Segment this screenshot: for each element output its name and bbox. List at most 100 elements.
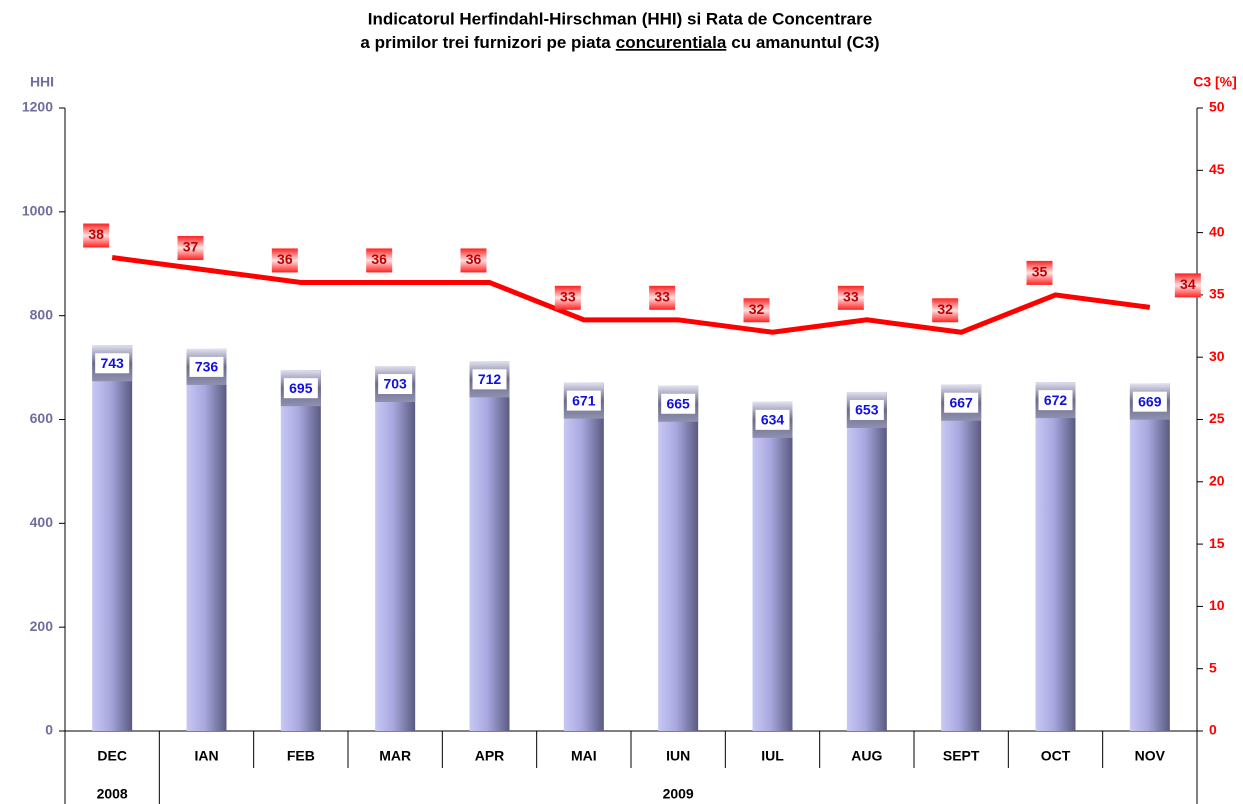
line-label: 38 (88, 226, 104, 242)
line-label-box (1174, 273, 1201, 298)
y2-tick-label: 15 (1209, 535, 1225, 551)
line-label: 36 (466, 251, 482, 267)
value-label: 665 (666, 395, 690, 411)
line-label: 32 (937, 301, 953, 317)
y2-tick-label: 40 (1209, 223, 1225, 239)
y-tick-label: 200 (30, 618, 54, 634)
value-label-box (283, 378, 318, 399)
x-tick-label: APR (475, 748, 505, 764)
bar (846, 391, 887, 731)
y2-tick-label: 35 (1209, 286, 1225, 302)
bar (469, 361, 510, 731)
y-tick-label: 0 (45, 722, 53, 738)
line-label-box (743, 298, 770, 323)
y2-tick-label: 5 (1209, 659, 1217, 675)
value-label: 634 (761, 412, 785, 428)
bar (375, 366, 416, 731)
value-label: 672 (1044, 392, 1068, 408)
y-tick-label: 1200 (22, 99, 53, 115)
value-label: 712 (478, 371, 502, 387)
line-label: 33 (560, 289, 576, 305)
bar (1129, 383, 1170, 731)
bar (941, 384, 982, 731)
line-label-box (271, 248, 298, 273)
x-tick-label: IUL (761, 748, 784, 764)
y2-tick-label: 20 (1209, 473, 1225, 489)
x-tick-label: IAN (194, 748, 218, 764)
line-label-box (932, 298, 959, 323)
y2-tick-label: 45 (1209, 161, 1225, 177)
value-label-box (189, 356, 224, 377)
value-label-box (661, 393, 696, 414)
title-part: cu amanuntul (C3) (731, 33, 879, 52)
value-label: 669 (1138, 393, 1162, 409)
value-label-box (378, 374, 413, 395)
y2-tick-label: 25 (1209, 410, 1225, 426)
line-label-box (460, 248, 487, 273)
y2-tick-label: 30 (1209, 348, 1225, 364)
y-tick-label: 1000 (22, 203, 53, 219)
value-label: 653 (855, 402, 879, 418)
x-tick-label: DEC (97, 748, 127, 764)
y2-tick-label: 50 (1209, 99, 1225, 115)
y2-tick-label: 10 (1209, 597, 1225, 613)
line-label: 33 (843, 289, 859, 305)
chart-title: Indicatorul Herfindahl-Hirschman (HHI) s… (368, 9, 872, 28)
line-label: 34 (1180, 276, 1196, 292)
bar (658, 385, 699, 731)
line-label: 36 (277, 251, 293, 267)
x-tick-label: OCT (1041, 748, 1071, 764)
line-label: 36 (371, 251, 387, 267)
value-label-box (566, 390, 601, 411)
y2-axis-label: C3 [%] (1193, 74, 1237, 90)
value-label-box (849, 399, 884, 420)
x-tick-label: MAI (571, 748, 597, 764)
value-label-box (1132, 391, 1167, 412)
line-label-box (83, 223, 110, 248)
title-part: concurentiala (616, 33, 727, 52)
line-label-box (366, 248, 393, 273)
value-label-box (1038, 390, 1073, 411)
y-tick-label: 600 (30, 410, 54, 426)
value-label: 703 (383, 376, 407, 392)
x-tick-label: IUN (666, 748, 690, 764)
bar (563, 382, 604, 731)
line-label: 33 (654, 289, 670, 305)
line-label: 35 (1032, 264, 1048, 280)
x-tick-label: NOV (1135, 748, 1166, 764)
line-label-box (1026, 260, 1053, 285)
value-label-box (755, 409, 790, 430)
value-label: 667 (949, 394, 973, 410)
group-label: 2009 (663, 786, 694, 802)
value-label: 695 (289, 380, 313, 396)
y2-tick-label: 0 (1209, 722, 1217, 738)
value-label: 671 (572, 392, 596, 408)
value-label-box (95, 353, 130, 374)
bar (752, 401, 793, 731)
chart-title: a primilor trei furnizori pe piata concur… (360, 33, 879, 52)
x-tick-label: AUG (851, 748, 882, 764)
value-label-box (944, 392, 979, 413)
x-tick-label: FEB (287, 748, 315, 764)
line-label-box (177, 235, 204, 260)
x-tick-label: SEPT (943, 748, 980, 764)
bar (1035, 382, 1076, 731)
y-axis-label: HHI (30, 74, 54, 90)
line-label-box (554, 285, 581, 310)
line-label-box (649, 285, 676, 310)
bar (280, 370, 321, 731)
bar (92, 345, 133, 731)
value-label: 736 (195, 359, 219, 375)
group-label: 2008 (97, 786, 128, 802)
value-label: 743 (100, 355, 124, 371)
bar (186, 348, 227, 731)
line-label-box (837, 285, 864, 310)
value-label-box (472, 369, 507, 390)
x-tick-label: MAR (379, 748, 411, 764)
line-label: 37 (183, 239, 199, 255)
y-tick-label: 400 (30, 514, 54, 530)
line-label: 32 (749, 301, 765, 317)
line (111, 255, 1151, 335)
y-tick-label: 800 (30, 306, 54, 322)
